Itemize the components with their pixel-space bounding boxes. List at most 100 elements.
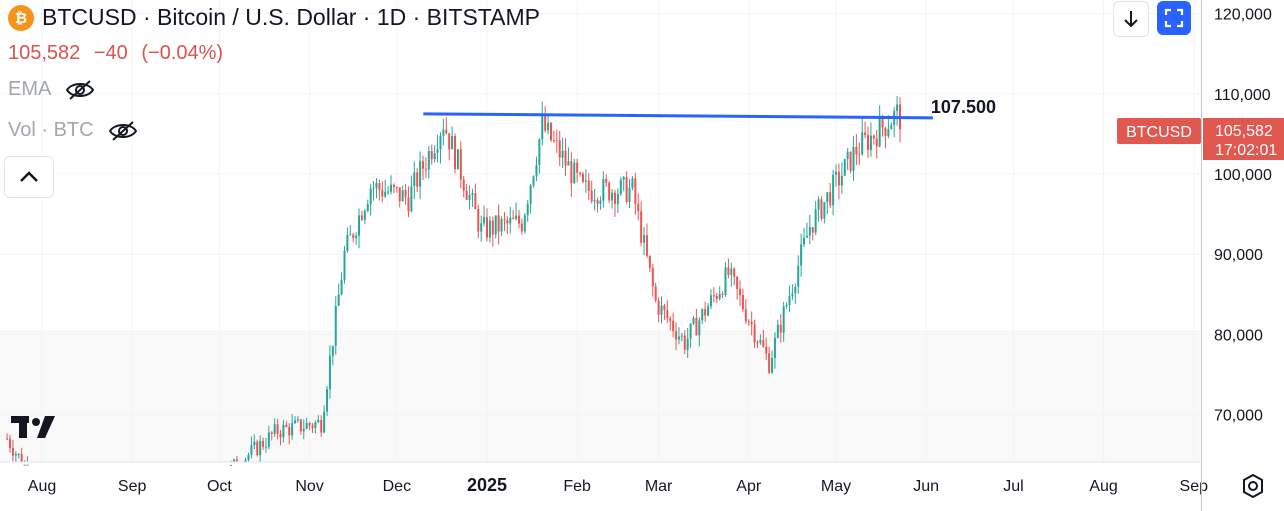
candle-body	[579, 172, 582, 174]
candle-body	[390, 184, 393, 192]
candle-body	[442, 129, 445, 136]
candle-body	[523, 215, 526, 232]
candle-body	[270, 432, 273, 434]
candle-body	[372, 188, 375, 190]
candle-body	[337, 294, 340, 306]
candle-body	[762, 340, 765, 347]
candle-body	[808, 227, 811, 236]
candle-body	[512, 217, 515, 219]
candle-body	[587, 180, 590, 191]
candle-body	[6, 438, 9, 440]
candle-body	[480, 223, 483, 232]
candle-body	[672, 320, 675, 332]
candle-body	[407, 197, 410, 212]
eye-off-icon[interactable]	[65, 79, 95, 101]
candle-body	[436, 149, 439, 153]
candle-body	[823, 202, 826, 219]
candle-body	[692, 317, 695, 324]
candle-body	[584, 180, 587, 182]
candle-body	[858, 154, 861, 156]
candle-body	[267, 432, 270, 447]
candle-body	[814, 209, 817, 233]
candle-body	[567, 161, 570, 166]
candle-body	[739, 288, 742, 296]
candle-body	[872, 135, 875, 139]
candle-body	[768, 353, 771, 373]
candle-body	[349, 234, 352, 236]
candle-body	[613, 192, 616, 204]
y-tick-label: 120,000	[1214, 7, 1272, 24]
candle-body	[419, 161, 422, 187]
candle-body	[488, 220, 491, 238]
candle-body	[422, 161, 425, 169]
candle-body	[363, 210, 366, 220]
candle-body	[503, 219, 506, 221]
indicator-volume[interactable]: Vol · BTC	[8, 119, 138, 142]
candle-body	[296, 419, 299, 421]
candle-body	[433, 152, 436, 160]
candle-body	[733, 268, 736, 277]
symbol-title[interactable]: BTCUSD · Bitcoin / U.S. Dollar · 1D · BI…	[42, 4, 540, 30]
fullscreen-button[interactable]	[1157, 1, 1191, 35]
candle-body	[20, 453, 23, 462]
y-tick-label: 110,000	[1214, 87, 1271, 104]
price-tag-symbol: BTCUSD	[1126, 124, 1192, 141]
candle-body	[785, 305, 788, 307]
candle-body	[340, 279, 343, 295]
candle-body	[381, 189, 384, 197]
candle-body	[291, 423, 294, 436]
candle-body	[282, 424, 285, 438]
candle-body	[744, 309, 747, 322]
candle-body	[832, 174, 835, 206]
trendline	[423, 112, 933, 120]
candle-body	[538, 139, 541, 166]
indicator-label: Vol · BTC	[8, 119, 94, 141]
download-button[interactable]	[1113, 1, 1149, 37]
symbol-header: ₿ BTCUSD · Bitcoin / U.S. Dollar · 1D · …	[8, 4, 540, 31]
candle-body	[494, 215, 497, 235]
candle-body	[532, 176, 535, 186]
candle-body	[378, 183, 381, 190]
arrow-down-icon	[1124, 11, 1138, 28]
candle-body	[773, 337, 776, 359]
candle-body	[666, 309, 669, 319]
candle-body	[375, 183, 378, 189]
candle-body	[398, 187, 401, 202]
candle-body	[317, 420, 320, 423]
candle-body	[323, 411, 326, 433]
candle-body	[314, 422, 317, 428]
candle-body	[454, 136, 457, 170]
x-tick-label: Aug	[28, 478, 56, 495]
candle-body	[334, 305, 337, 346]
x-tick-label: Jun	[913, 478, 939, 495]
candle-body	[820, 199, 823, 219]
candle-body	[343, 250, 346, 280]
indicator-ema[interactable]: EMA	[8, 78, 95, 101]
settings-button[interactable]	[1237, 470, 1269, 502]
eye-off-icon[interactable]	[108, 120, 138, 142]
candle-body	[712, 295, 715, 297]
candle-body	[401, 190, 404, 202]
candle-body	[648, 255, 651, 268]
candle-body	[651, 267, 654, 287]
x-tick-label: Oct	[207, 478, 232, 495]
collapse-legend-button[interactable]	[4, 156, 54, 198]
candle-body	[26, 464, 29, 466]
candle-body	[675, 331, 678, 340]
candle-body	[515, 215, 518, 219]
candle-body	[686, 338, 689, 350]
candle-body	[552, 140, 555, 142]
candle-body	[782, 306, 785, 333]
candle-body	[788, 296, 791, 306]
candle-body	[634, 178, 637, 204]
candle-body	[581, 173, 584, 182]
candle-body	[230, 464, 233, 466]
candle-body	[331, 345, 334, 356]
candle-body	[826, 192, 829, 203]
candle-body	[465, 190, 468, 200]
candle-body	[890, 125, 893, 130]
candle-body	[427, 151, 430, 170]
candle-body	[843, 159, 846, 176]
x-tick-label: Sep	[1180, 478, 1209, 495]
